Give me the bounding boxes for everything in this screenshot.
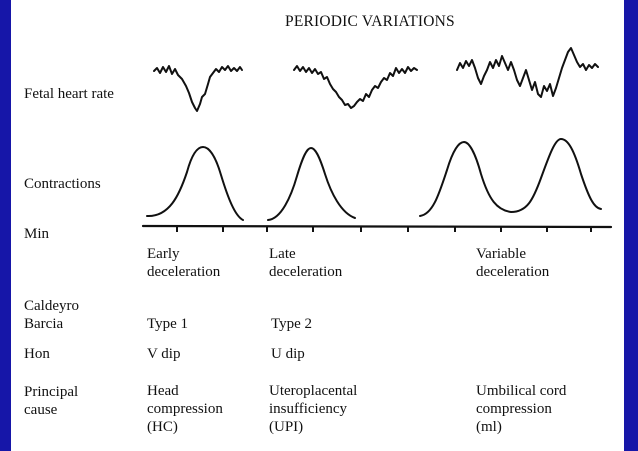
early-cause-2: compression [147, 401, 223, 417]
fhr-trace-late [293, 65, 418, 109]
late-hon: U dip [271, 346, 305, 362]
late-cause-3: (UPI) [269, 419, 304, 435]
early-caldeyro: Type 1 [147, 316, 189, 332]
late-name-2: deceleration [269, 264, 343, 280]
row-label-cause-2: cause [24, 402, 58, 418]
page-title: PERIODIC VARIATIONS [285, 13, 455, 30]
contraction-curve-late [267, 147, 356, 221]
fhr-trace-early [153, 65, 243, 112]
fhr-trace-variable [456, 47, 599, 98]
row-label-caldeyro-1: Caldeyro [24, 298, 79, 314]
early-name-1: Early [147, 246, 180, 262]
early-cause-3: (HC) [147, 419, 178, 435]
time-axis-line [141, 224, 613, 229]
row-label-cause-1: Principal [24, 384, 79, 400]
row-label-min: Min [24, 226, 50, 242]
row-label-contractions: Contractions [24, 176, 101, 192]
early-cause-1: Head [147, 383, 179, 399]
early-name-2: deceleration [147, 264, 221, 280]
contraction-curve-variable [419, 138, 602, 217]
periodic-variations-figure [141, 47, 613, 232]
variable-cause-2: compression [476, 401, 552, 417]
row-label-hon: Hon [24, 346, 50, 362]
row-label-fetal-heart-rate: Fetal heart rate [24, 86, 114, 102]
late-cause-1: Uteroplacental [269, 383, 358, 399]
late-caldeyro: Type 2 [271, 316, 313, 332]
late-name-1: Late [269, 246, 296, 262]
late-cause-2: insufficiency [269, 401, 348, 417]
contraction-curve-early [146, 146, 244, 221]
row-label-caldeyro-2: Barcia [24, 316, 64, 332]
variable-name-2: deceleration [476, 264, 550, 280]
variable-name-1: Variable [476, 246, 526, 262]
variable-cause-1: Umbilical cord [476, 383, 567, 399]
time-axis-ticks [176, 226, 592, 232]
variable-cause-3: (ml) [476, 419, 502, 435]
early-hon: V dip [147, 346, 181, 362]
slide-panel: PERIODIC VARIATIONS Fetal heart rate Con… [11, 0, 624, 451]
